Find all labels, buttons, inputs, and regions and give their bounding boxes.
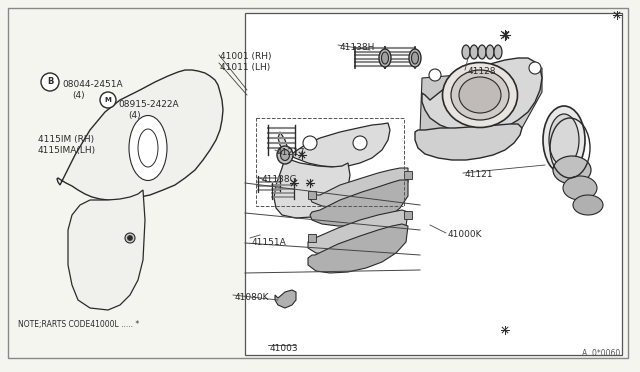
Text: 41080K: 41080K: [235, 293, 269, 302]
Ellipse shape: [470, 45, 478, 59]
Circle shape: [303, 136, 317, 150]
Text: 41003: 41003: [270, 344, 299, 353]
Bar: [256, 118, 404, 206]
Ellipse shape: [573, 195, 603, 215]
Text: B: B: [47, 77, 53, 87]
Text: A  0*0060: A 0*0060: [582, 349, 620, 358]
Text: 41011 (LH): 41011 (LH): [220, 63, 270, 72]
Text: M: M: [104, 97, 111, 103]
Circle shape: [429, 69, 441, 81]
Text: 41138G: 41138G: [262, 175, 298, 184]
Ellipse shape: [277, 146, 293, 164]
Bar: [308, 191, 316, 199]
Ellipse shape: [138, 129, 158, 167]
Ellipse shape: [494, 45, 502, 59]
Polygon shape: [415, 124, 522, 160]
Text: (4): (4): [128, 111, 141, 120]
Text: (4): (4): [72, 91, 84, 100]
Text: 41217: 41217: [277, 148, 305, 157]
Ellipse shape: [409, 49, 421, 67]
Ellipse shape: [478, 45, 486, 59]
Bar: [404, 211, 412, 219]
Circle shape: [353, 136, 367, 150]
Text: 41001 (RH): 41001 (RH): [220, 52, 271, 61]
Polygon shape: [310, 168, 408, 208]
Bar: [404, 171, 412, 179]
Text: 4115IMA(LH): 4115IMA(LH): [38, 146, 96, 155]
Text: 08044-2451A: 08044-2451A: [62, 80, 123, 89]
Text: 41138H: 41138H: [340, 43, 376, 52]
Circle shape: [100, 92, 116, 108]
Ellipse shape: [543, 106, 585, 174]
Ellipse shape: [129, 115, 167, 180]
Polygon shape: [278, 123, 390, 167]
Text: 41000K: 41000K: [448, 230, 483, 239]
Polygon shape: [308, 224, 408, 273]
Text: 08915-2422A: 08915-2422A: [118, 100, 179, 109]
Bar: [245, 13, 622, 355]
Text: NOTE;RARTS CODE41000L ..... *: NOTE;RARTS CODE41000L ..... *: [18, 320, 140, 329]
Ellipse shape: [451, 70, 509, 120]
Circle shape: [41, 73, 59, 91]
Polygon shape: [57, 70, 223, 200]
Circle shape: [125, 233, 135, 243]
Text: 4115IM (RH): 4115IM (RH): [38, 135, 94, 144]
Text: 41121: 41121: [465, 170, 493, 179]
Bar: [308, 234, 316, 242]
Circle shape: [529, 62, 541, 74]
Polygon shape: [274, 158, 350, 218]
Polygon shape: [420, 68, 542, 132]
Polygon shape: [310, 180, 408, 226]
Ellipse shape: [462, 45, 470, 59]
Polygon shape: [308, 210, 408, 255]
Ellipse shape: [459, 77, 501, 113]
Ellipse shape: [412, 52, 419, 64]
Text: 41151A: 41151A: [252, 238, 287, 247]
Polygon shape: [422, 58, 542, 132]
Ellipse shape: [486, 45, 494, 59]
Ellipse shape: [379, 49, 391, 67]
Ellipse shape: [381, 52, 388, 64]
Polygon shape: [275, 290, 296, 308]
Ellipse shape: [563, 176, 597, 200]
Circle shape: [329, 189, 341, 201]
Text: 41128: 41128: [468, 67, 497, 76]
Ellipse shape: [553, 156, 591, 184]
Ellipse shape: [442, 62, 518, 128]
Circle shape: [127, 235, 132, 241]
Ellipse shape: [549, 114, 579, 166]
Ellipse shape: [280, 150, 289, 160]
Polygon shape: [68, 190, 145, 310]
